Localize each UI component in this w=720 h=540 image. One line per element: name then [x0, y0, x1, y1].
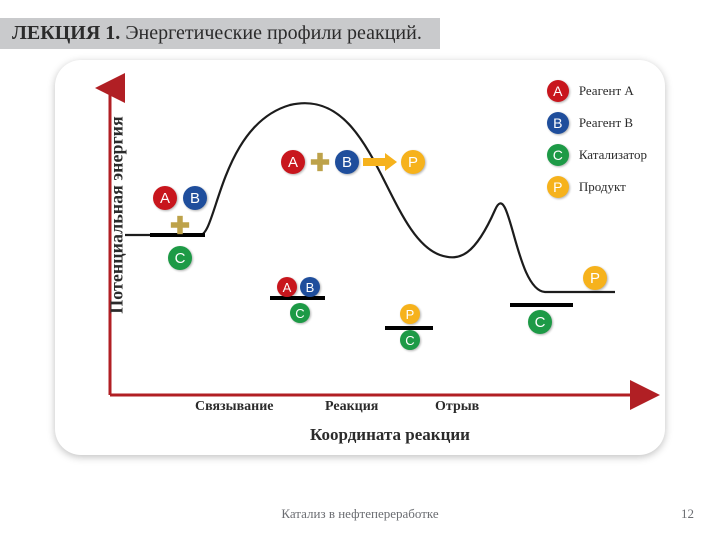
species-marker-c: C [290, 303, 310, 323]
stage-label: Связывание [195, 399, 274, 415]
stage-label: Отрыв [435, 399, 479, 415]
plus-icon [309, 151, 331, 173]
legend-label: Продукт [579, 179, 626, 195]
species-marker-p: P [400, 304, 420, 324]
species-marker-c: C [168, 246, 192, 270]
species-marker-a: A [153, 186, 177, 210]
legend-row: A Реагент А [547, 80, 647, 102]
arrow-right-icon [363, 153, 397, 171]
energy-profile-chart: Потенциальная энергия Координата реакции… [55, 60, 665, 455]
legend-label: Реагент А [579, 83, 634, 99]
lecture-title: ЛЕКЦИЯ 1. Энергетические профили реакций… [0, 18, 440, 49]
page-number: 12 [681, 506, 694, 522]
title-bold: ЛЕКЦИЯ 1. [12, 22, 120, 44]
stage-label: Реакция [325, 399, 378, 415]
species-marker-c: C [400, 330, 420, 350]
plus-icon [169, 214, 191, 236]
species-marker-b: B [183, 186, 207, 210]
species-marker-a: A [277, 277, 297, 297]
legend-marker-p: P [547, 176, 569, 198]
legend-label: Катализатор [579, 147, 647, 163]
slide: ЛЕКЦИЯ 1. Энергетические профили реакций… [0, 0, 720, 540]
footer-text: Катализ в нефтепереработке [281, 506, 438, 522]
legend-marker-c: C [547, 144, 569, 166]
species-marker-p: P [583, 266, 607, 290]
legend-marker-b: B [547, 112, 569, 134]
legend-row: C Катализатор [547, 144, 647, 166]
species-marker-b: B [300, 277, 320, 297]
plateau-group [150, 235, 573, 328]
legend-row: P Продукт [547, 176, 647, 198]
legend: A Реагент А B Реагент В C Катализатор P Продукт [547, 80, 647, 208]
legend-marker-a: A [547, 80, 569, 102]
y-axis-label: Потенциальная энергия [107, 116, 128, 314]
legend-label: Реагент В [579, 115, 633, 131]
x-axis-label: Координата реакции [310, 425, 470, 445]
title-rest: Энергетические профили реакций. [120, 22, 422, 44]
species-marker-p: P [401, 150, 425, 174]
species-marker-a: A [281, 150, 305, 174]
species-marker-c: C [528, 310, 552, 334]
legend-row: B Реагент В [547, 112, 647, 134]
species-marker-b: B [335, 150, 359, 174]
